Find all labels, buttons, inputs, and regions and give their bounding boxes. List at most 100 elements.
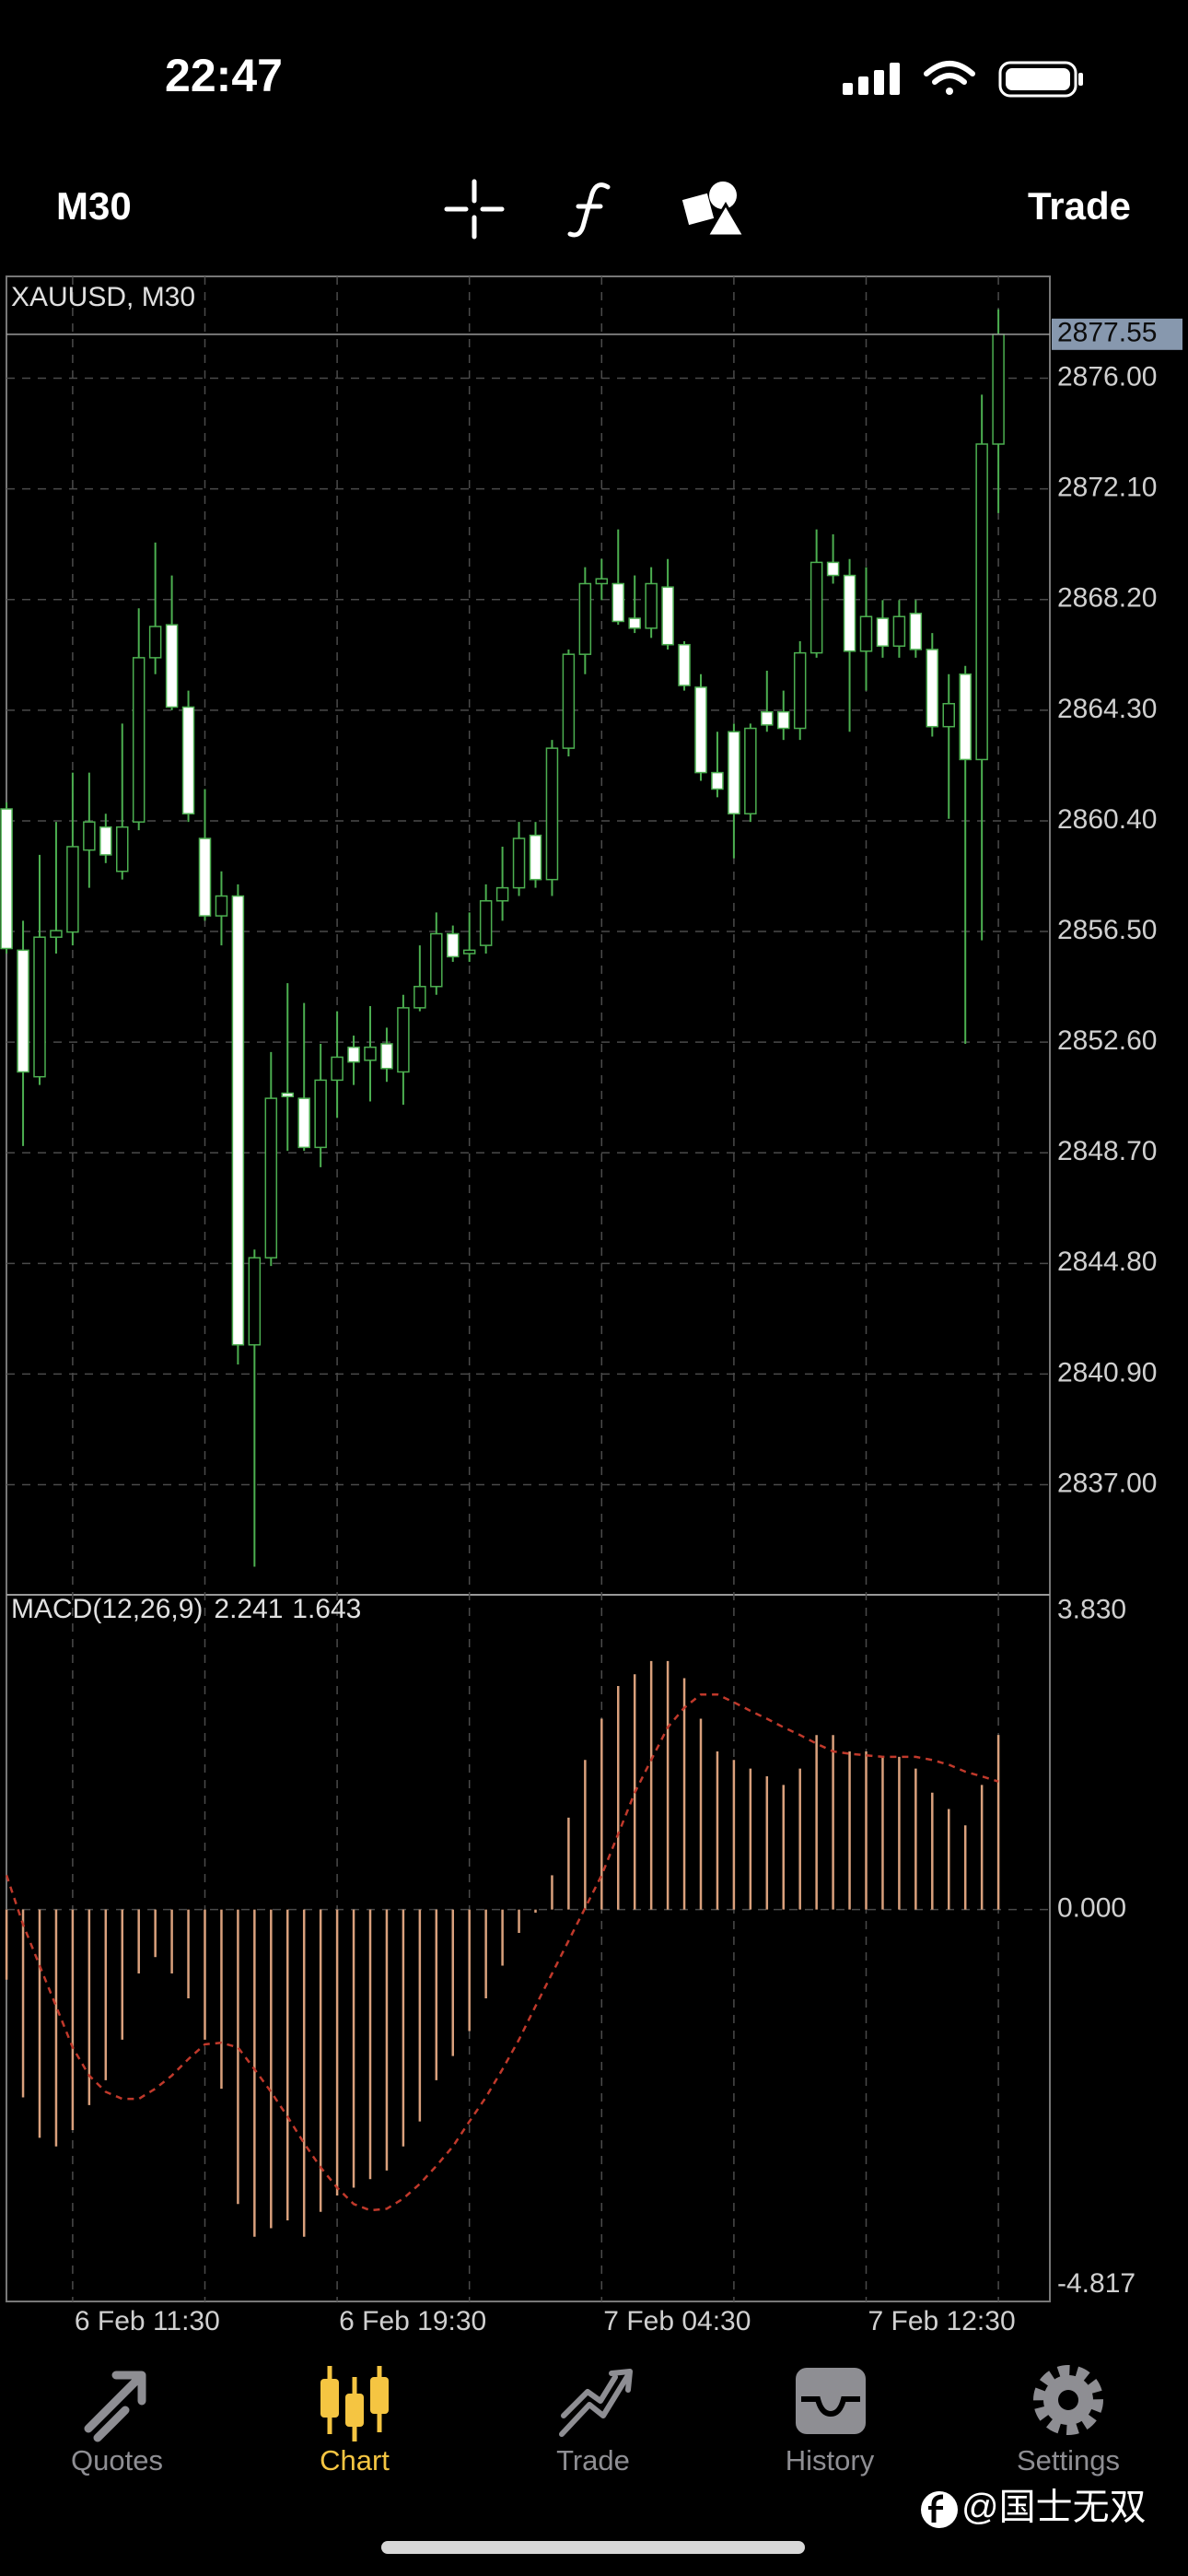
candle-body-bear <box>826 561 840 577</box>
candle-body-bull <box>397 1007 410 1073</box>
x-tick-label: 6 Feb 19:30 <box>339 2306 486 2336</box>
last-price-label: 2877.55 <box>1057 318 1157 348</box>
candle-body-bear <box>17 949 29 1073</box>
candle-body-bear <box>843 574 856 652</box>
last-price-box <box>1052 318 1182 350</box>
watermark-icon <box>921 2491 958 2528</box>
candle-body-bull <box>364 1046 377 1061</box>
candle-body-bear <box>661 586 674 646</box>
candle-body-bull <box>595 578 609 585</box>
candle-body-bear <box>0 808 13 950</box>
candle-body-bull <box>33 936 46 1078</box>
candle-body-bull <box>562 653 576 749</box>
objects-button[interactable] <box>681 181 747 238</box>
candle-body-bear <box>165 624 179 708</box>
crosshair-button[interactable] <box>444 179 505 240</box>
candle-body-bear <box>347 1046 360 1063</box>
candle-body-bull <box>314 1079 327 1149</box>
macd-signal-value: 1.643 <box>292 1594 361 1624</box>
indicators-button[interactable] <box>567 182 611 238</box>
battery-icon <box>998 61 1083 98</box>
tab-label[interactable]: Quotes <box>71 2444 163 2476</box>
candle-body-bear <box>198 837 212 917</box>
candle-body-bull <box>264 1097 278 1259</box>
candle-body-bear <box>876 617 890 647</box>
candle-body-bear <box>777 710 790 730</box>
candle-body-bull <box>430 932 443 988</box>
timeframe-button[interactable]: M30 <box>56 184 132 228</box>
trade-icon[interactable] <box>559 2369 633 2437</box>
candle-body-bull <box>892 615 906 647</box>
candle-body-bull <box>248 1257 262 1346</box>
candle-body-bull <box>479 900 493 946</box>
candle-body-bull <box>215 895 228 917</box>
y-tick-label: 2837.00 <box>1057 1468 1157 1498</box>
candle-body-bear <box>380 1043 393 1070</box>
settings-icon[interactable] <box>1033 2365 1103 2435</box>
candle-body-bull <box>148 626 162 659</box>
history-icon[interactable] <box>796 2368 866 2434</box>
tab-label[interactable]: Settings <box>1017 2444 1120 2476</box>
y-tick-label: 2840.90 <box>1057 1357 1157 1388</box>
candle-body-bull <box>942 703 955 728</box>
macd-name: MACD(12,26,9) <box>11 1594 203 1624</box>
macd-title: MACD(12,26,9) 2.241 1.643 <box>11 1594 361 1624</box>
y-tick-label: 2868.20 <box>1057 583 1157 614</box>
candle-body-bear <box>628 617 641 629</box>
y-tick-label: 2852.60 <box>1057 1025 1157 1056</box>
signal-icon <box>843 63 900 95</box>
x-tick-label: 7 Feb 12:30 <box>868 2306 1016 2336</box>
candle-body-bear <box>281 1092 294 1098</box>
y-tick-label: 2848.70 <box>1057 1136 1157 1166</box>
quotes-icon[interactable] <box>84 2371 146 2442</box>
candle-body-bear <box>761 710 774 726</box>
macd-main-value: 2.241 <box>214 1594 282 1624</box>
candle-body-bear <box>926 649 939 728</box>
tab-label[interactable]: Trade <box>556 2444 630 2476</box>
candle-body-bull <box>413 986 426 1009</box>
candle-body-bull <box>744 727 757 814</box>
candle-body-bull <box>50 930 63 938</box>
candle-body-bull <box>859 615 873 652</box>
candle-body-bull <box>331 1056 344 1082</box>
y-tick-label: 2856.50 <box>1057 915 1157 945</box>
y-tick-label: 2860.40 <box>1057 804 1157 835</box>
tab-label[interactable]: History <box>786 2444 875 2476</box>
candle-body-bear <box>678 643 691 686</box>
tab-bar: Quotes Chart Trade History Settings <box>71 2444 1120 2476</box>
candle-body-bull <box>578 582 592 655</box>
candle-body-bull <box>992 334 1005 445</box>
candle-body-bear <box>231 895 245 1346</box>
candle-body-bear <box>181 706 195 814</box>
grid-layer <box>6 276 1050 2301</box>
candle-body-bull <box>66 846 79 933</box>
candle-body-bull <box>83 821 96 851</box>
y-tick-label: 2844.80 <box>1057 1247 1157 1277</box>
y-tick-label: 2864.30 <box>1057 694 1157 724</box>
candle-body-bull <box>462 949 476 954</box>
macd-signal-line <box>5 1692 999 2212</box>
candle-body-bear <box>529 834 542 881</box>
y-tick-label: 2876.00 <box>1057 361 1157 392</box>
watermark: @国士无双 <box>961 2488 1147 2528</box>
candle-body-bear <box>99 825 112 856</box>
candle-body-bear <box>711 771 724 790</box>
wifi-icon <box>924 61 975 95</box>
chart-icon[interactable] <box>320 2366 389 2441</box>
x-tick-label: 7 Feb 04:30 <box>603 2306 751 2336</box>
candle-body-bull <box>809 561 823 654</box>
candle-body-bull <box>116 825 129 872</box>
candle-body-bear <box>611 582 624 623</box>
candle-body-bull <box>132 657 146 823</box>
candle-body-bear <box>728 731 740 814</box>
home-indicator <box>381 2541 805 2554</box>
candle-body-bull <box>512 837 526 889</box>
tab-label[interactable]: Chart <box>320 2444 390 2476</box>
trade-button[interactable]: Trade <box>1028 184 1131 228</box>
candle-body-bear <box>297 1097 310 1149</box>
y-tick-label: 2872.10 <box>1057 473 1157 503</box>
x-tick-label: 6 Feb 11:30 <box>75 2306 220 2336</box>
candle-body-bull <box>975 443 988 761</box>
